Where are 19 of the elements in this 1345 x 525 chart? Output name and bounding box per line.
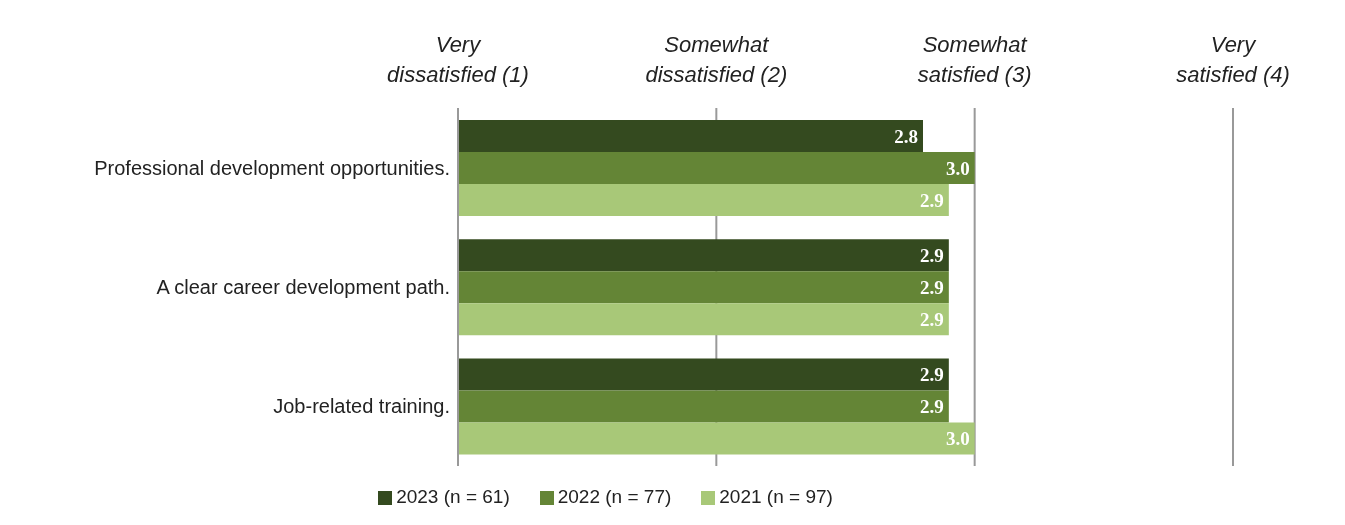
data-label: 2.9 [920, 245, 944, 267]
data-label: 2.9 [920, 396, 944, 418]
y-tick-label: Job-related training. [273, 395, 450, 418]
data-label: 3.0 [945, 428, 970, 450]
x-tick-label: Very dissatisfied (1) [387, 32, 529, 87]
x-tick-label: Very satisfied (4) [1176, 32, 1290, 87]
data-label: 2.9 [920, 364, 944, 386]
data-label: 2.9 [920, 309, 944, 331]
y-tick-label: A clear career development path. [156, 276, 450, 299]
legend-label: 2021 (n = 97) [719, 486, 833, 507]
data-label: 2.8 [894, 125, 918, 147]
y-tick-label: Professional development opportunities. [94, 156, 450, 179]
legend-label: 2022 (n = 77) [557, 486, 672, 507]
data-label: 2.9 [920, 189, 944, 211]
x-tick-label: Somewhat satisfied (3) [917, 32, 1032, 87]
x-tick-label: Somewhat dissatisfied (2) [645, 32, 788, 87]
legend-label: 2023 (n = 61) [396, 486, 510, 507]
data-label: 2.9 [920, 277, 944, 299]
data-label: 3.0 [945, 157, 970, 179]
